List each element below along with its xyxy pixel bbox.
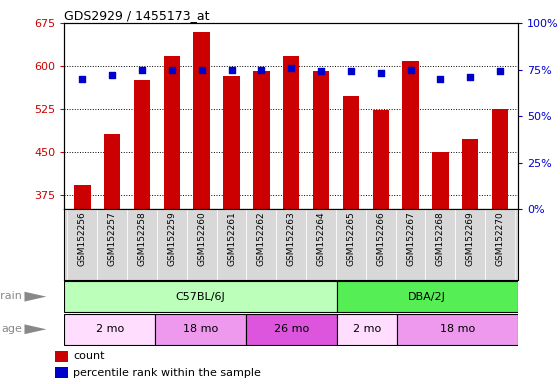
Bar [127, 209, 157, 280]
Bar [223, 76, 240, 384]
Bar [64, 314, 155, 345]
Bar [155, 314, 246, 345]
Text: GSM152259: GSM152259 [167, 212, 176, 266]
Bar [134, 80, 150, 384]
Text: DBA/2J: DBA/2J [408, 291, 446, 302]
Bar [366, 209, 396, 280]
Bar [337, 281, 518, 312]
Text: C57BL/6J: C57BL/6J [176, 291, 225, 302]
Point [257, 66, 266, 73]
Bar [253, 71, 269, 384]
Bar [403, 61, 419, 384]
Bar [432, 152, 449, 384]
Bar [426, 209, 455, 280]
Point [406, 66, 415, 73]
Bar [193, 31, 210, 384]
Text: GSM152260: GSM152260 [197, 212, 206, 266]
Point [496, 68, 505, 74]
Text: count: count [73, 351, 105, 361]
Text: GSM152265: GSM152265 [347, 212, 356, 266]
Bar [104, 134, 120, 384]
Bar [186, 209, 217, 280]
Text: GDS2929 / 1455173_at: GDS2929 / 1455173_at [64, 9, 210, 22]
Bar [67, 209, 97, 280]
Text: GSM152262: GSM152262 [257, 212, 266, 266]
Bar [336, 209, 366, 280]
Point [316, 68, 325, 74]
Bar [455, 209, 485, 280]
Text: 18 mo: 18 mo [440, 324, 475, 334]
Text: GSM152269: GSM152269 [466, 212, 475, 266]
Point [138, 66, 147, 73]
Bar [313, 71, 329, 384]
Point [347, 68, 356, 74]
Bar [246, 209, 276, 280]
Bar [74, 185, 91, 384]
Bar [396, 209, 426, 280]
Text: GSM152266: GSM152266 [376, 212, 385, 266]
Text: 2 mo: 2 mo [96, 324, 124, 334]
Bar [283, 56, 300, 384]
Point [167, 66, 176, 73]
Bar [157, 209, 186, 280]
Bar [372, 110, 389, 384]
Text: GSM152267: GSM152267 [406, 212, 415, 266]
Point [376, 70, 385, 76]
Bar [276, 209, 306, 280]
Point [466, 74, 475, 80]
Bar [55, 351, 68, 362]
Polygon shape [25, 324, 46, 334]
Bar [246, 314, 337, 345]
Text: GSM152256: GSM152256 [78, 212, 87, 266]
Text: GSM152258: GSM152258 [138, 212, 147, 266]
Bar [462, 139, 478, 384]
Bar [492, 109, 508, 384]
Bar [485, 209, 515, 280]
Point [287, 65, 296, 71]
Bar [217, 209, 246, 280]
Bar [164, 56, 180, 384]
Text: 2 mo: 2 mo [353, 324, 381, 334]
Point [436, 76, 445, 82]
Bar [55, 367, 68, 378]
Polygon shape [25, 292, 46, 301]
Point [78, 76, 87, 82]
Text: GSM152261: GSM152261 [227, 212, 236, 266]
Text: GSM152257: GSM152257 [108, 212, 116, 266]
Text: 18 mo: 18 mo [183, 324, 218, 334]
Text: GSM152263: GSM152263 [287, 212, 296, 266]
Point [227, 66, 236, 73]
Text: percentile rank within the sample: percentile rank within the sample [73, 368, 261, 378]
Text: GSM152268: GSM152268 [436, 212, 445, 266]
Text: strain: strain [0, 291, 22, 301]
Text: age: age [2, 324, 22, 334]
Bar [306, 209, 336, 280]
Bar [97, 209, 127, 280]
Bar [337, 314, 397, 345]
Bar [64, 281, 337, 312]
Bar [397, 314, 518, 345]
Text: GSM152270: GSM152270 [496, 212, 505, 266]
Text: GSM152264: GSM152264 [316, 212, 325, 266]
Text: 26 mo: 26 mo [274, 324, 309, 334]
Bar [343, 96, 359, 384]
Point [197, 66, 206, 73]
Point [108, 72, 116, 78]
